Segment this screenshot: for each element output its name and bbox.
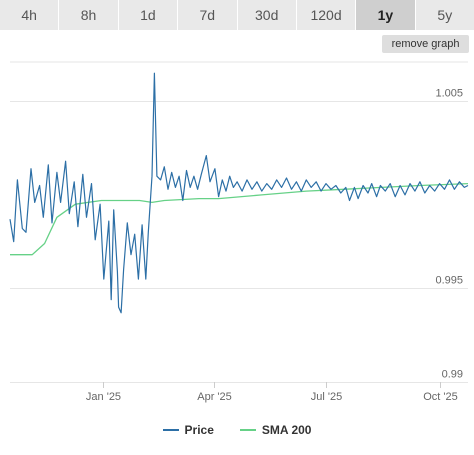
legend-item-sma[interactable]: SMA 200 <box>239 423 312 437</box>
series-lines <box>9 72 469 314</box>
y-tick-label: 0.995 <box>435 275 463 287</box>
legend-label-price: Price <box>184 423 214 437</box>
tab-1y[interactable]: 1y <box>356 0 416 30</box>
y-tick-label: 0.99 <box>442 369 463 381</box>
x-tick-label: Jan '25 <box>86 391 121 403</box>
series-sma-200-line <box>10 182 469 256</box>
time-range-tabs: 4h 8h 1d 7d 30d 120d 1y 5y <box>0 0 474 30</box>
x-tick-label: Apr '25 <box>197 391 232 403</box>
series-price-line <box>9 72 469 314</box>
legend-item-price[interactable]: Price <box>162 423 214 437</box>
x-tick-label: Jul '25 <box>311 391 342 403</box>
y-tick-label: 1.005 <box>435 88 463 100</box>
tab-5y[interactable]: 5y <box>415 0 474 30</box>
y-axis-labels: 1.005 0.995 0.99 <box>435 88 463 381</box>
tab-30d[interactable]: 30d <box>237 0 297 30</box>
tab-7d[interactable]: 7d <box>178 0 238 30</box>
grid-lines <box>10 61 468 383</box>
legend: Price SMA 200 <box>0 420 474 440</box>
x-tick-label: Oct '25 <box>423 391 458 403</box>
tab-4h[interactable]: 4h <box>0 0 60 30</box>
remove-graph-button[interactable]: remove graph <box>382 35 469 53</box>
legend-swatch-sma <box>239 429 256 431</box>
legend-swatch-price <box>162 429 179 431</box>
x-axis-ticks: Jan '25 Apr '25 Jul '25 Oct '25 <box>86 382 458 403</box>
tab-120d[interactable]: 120d <box>296 0 357 30</box>
legend-label-sma: SMA 200 <box>261 423 312 437</box>
tab-1d[interactable]: 1d <box>118 0 179 30</box>
tab-8h[interactable]: 8h <box>59 0 119 30</box>
